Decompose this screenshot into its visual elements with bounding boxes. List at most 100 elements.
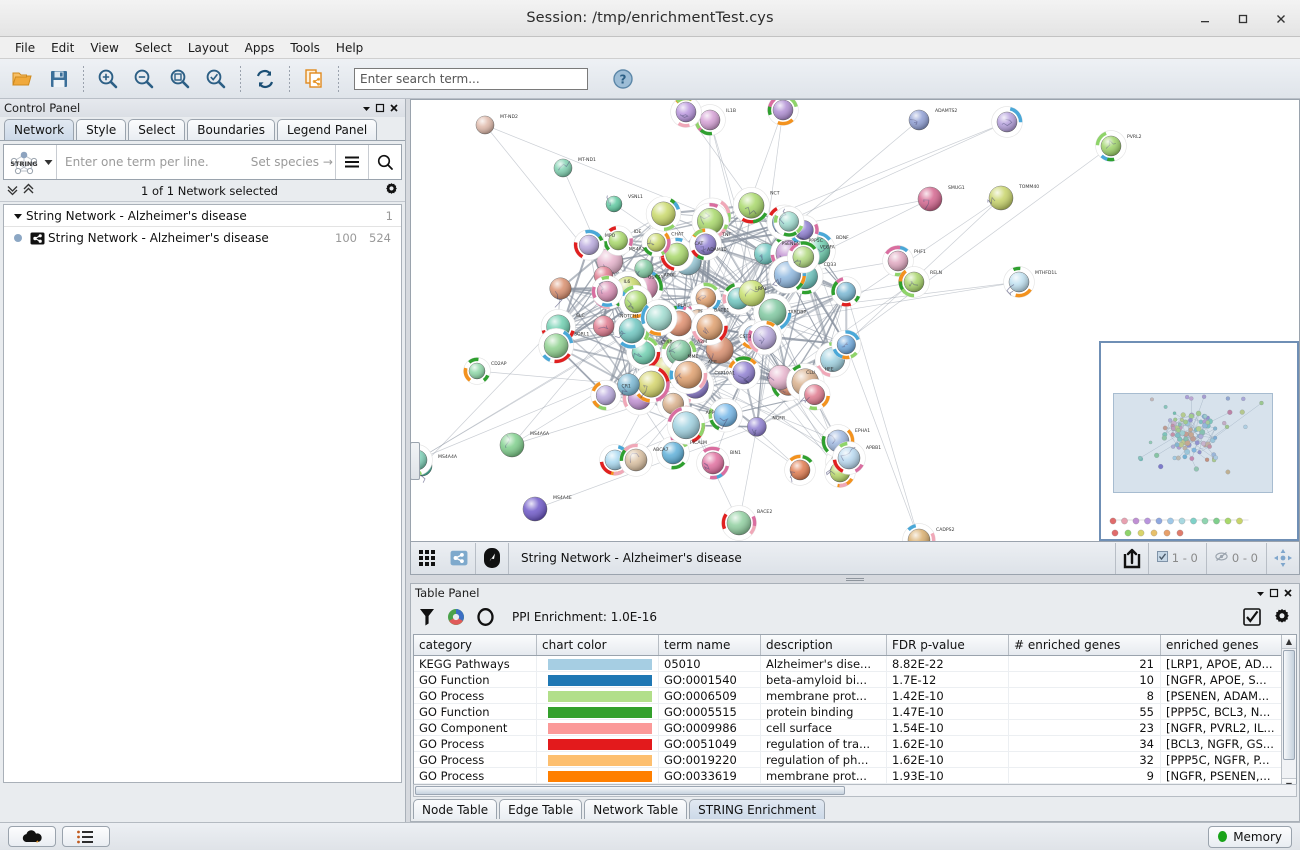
column-header-genes[interactable]: enriched genes (1161, 635, 1283, 655)
panel-close-icon[interactable] (387, 101, 401, 115)
tab-string-enrichment[interactable]: STRING Enrichment (689, 799, 826, 819)
donut-chart-icon[interactable] (477, 608, 494, 626)
tab-style[interactable]: Style (76, 119, 127, 140)
zoom-fit-network-icon[interactable] (199, 62, 233, 96)
tab-network-table[interactable]: Network Table (584, 799, 688, 819)
network-node[interactable] (830, 276, 862, 307)
network-node[interactable] (902, 523, 936, 541)
network-node[interactable] (522, 496, 548, 522)
enrichment-table-body[interactable]: KEGG Pathways 05010 Alzheimer's dise... 8.8… (414, 656, 1296, 792)
network-node[interactable] (659, 237, 695, 272)
menu-apps[interactable]: Apps (244, 40, 275, 55)
network-node[interactable] (689, 228, 722, 261)
network-node[interactable] (645, 196, 682, 232)
help-icon[interactable]: ? (606, 62, 640, 96)
tab-boundaries[interactable]: Boundaries (187, 119, 275, 140)
network-node[interactable] (668, 339, 691, 362)
network-node[interactable] (898, 266, 930, 298)
color-wheel-icon[interactable] (447, 608, 465, 626)
network-node[interactable] (991, 106, 1023, 138)
network-node[interactable] (787, 240, 820, 274)
panel-menu-caret-icon[interactable] (1253, 586, 1267, 600)
network-node[interactable] (669, 355, 708, 395)
network-canvas[interactable]: MT-ND2 MT-ND1 VSNL1 CD2AP MS4A4A MS4A6A MS4A4E… (410, 99, 1300, 542)
search-input[interactable]: Enter search term... (354, 67, 588, 90)
gear-icon[interactable] (1273, 608, 1291, 626)
open-session-icon[interactable] (6, 62, 40, 96)
menu-view[interactable]: View (90, 40, 119, 55)
network-node[interactable] (590, 379, 622, 411)
refresh-icon[interactable] (248, 62, 282, 96)
list-icon[interactable] (62, 826, 110, 847)
network-node[interactable] (475, 115, 495, 135)
tab-legend-panel[interactable]: Legend Panel (276, 119, 378, 140)
network-node[interactable] (832, 441, 866, 475)
network-node[interactable] (549, 277, 572, 308)
minimize-icon[interactable] (1194, 8, 1216, 30)
network-node[interactable] (784, 454, 816, 486)
network-node[interactable] (573, 229, 605, 261)
table-row[interactable]: GO Process GO:0019220 regulation of ph... 1… (414, 752, 1296, 768)
network-node[interactable] (619, 443, 653, 477)
column-header-num_genes[interactable]: # enriched genes (1009, 635, 1161, 655)
annotation-icon[interactable] (476, 543, 508, 574)
network-node[interactable] (738, 279, 766, 307)
menu-help[interactable]: Help (335, 40, 364, 55)
network-node[interactable] (754, 242, 776, 265)
string-species-caret-icon[interactable] (44, 159, 56, 166)
network-node[interactable] (1003, 266, 1035, 298)
tab-edge-table[interactable]: Edge Table (499, 799, 583, 819)
network-tree-root-row[interactable]: String Network - Alzheimer's disease 1 (4, 205, 401, 227)
network-node[interactable] (641, 227, 671, 258)
search-icon[interactable] (368, 145, 401, 179)
birds-eye-view[interactable] (1099, 341, 1299, 541)
network-node[interactable] (691, 308, 729, 346)
maximize-icon[interactable] (1232, 8, 1254, 30)
export-image-icon[interactable] (1116, 543, 1148, 574)
cloud-icon[interactable] (8, 826, 56, 847)
tab-select[interactable]: Select (128, 119, 186, 140)
fit-content-icon[interactable] (1267, 543, 1299, 574)
table-row[interactable]: KEGG Pathways 05010 Alzheimer's dise... 8.8… (414, 656, 1296, 672)
memory-status-button[interactable]: Memory (1208, 825, 1292, 848)
network-node[interactable] (708, 397, 743, 433)
network-node[interactable] (987, 185, 1014, 211)
table-row[interactable]: GO Process GO:0051049 regulation of tra...… (414, 736, 1296, 752)
network-node[interactable] (592, 315, 615, 337)
network-node[interactable] (917, 186, 943, 212)
filter-icon[interactable] (419, 608, 435, 626)
hidden-nodes-status[interactable]: 0 - 0 (1207, 551, 1266, 565)
network-node[interactable] (753, 293, 792, 332)
panel-float-icon[interactable] (1267, 586, 1281, 600)
menu-file[interactable]: File (15, 40, 36, 55)
panel-splitter[interactable] (410, 575, 1300, 583)
network-node[interactable] (553, 158, 573, 178)
expand-triangle-icon[interactable] (10, 211, 26, 221)
menu-tools[interactable]: Tools (290, 40, 320, 55)
column-header-chart_color[interactable]: chart color (537, 635, 659, 655)
network-node[interactable] (747, 320, 782, 355)
network-node[interactable] (726, 355, 761, 390)
network-node[interactable] (634, 259, 654, 279)
network-node[interactable] (670, 100, 702, 128)
network-graph[interactable]: MT-ND2 MT-ND1 VSNL1 CD2AP MS4A4A MS4A6A MS4A4E… (411, 100, 1299, 541)
network-node[interactable] (538, 328, 574, 364)
network-node[interactable] (694, 104, 726, 136)
horizontal-scroll-thumb[interactable] (415, 786, 845, 795)
network-node[interactable] (696, 446, 730, 480)
string-species-hint[interactable]: Set species → (250, 155, 333, 169)
menu-edit[interactable]: Edit (51, 40, 75, 55)
table-horizontal-scrollbar[interactable] (413, 784, 1297, 797)
table-row[interactable]: GO Function GO:0005515 protein binding 1.47… (414, 704, 1296, 720)
hamburger-icon[interactable] (335, 145, 368, 179)
network-node[interactable] (640, 299, 678, 337)
column-header-category[interactable]: category (414, 635, 537, 655)
vertical-scroll-thumb[interactable] (1283, 650, 1295, 760)
save-session-icon[interactable] (42, 62, 76, 96)
checkbox-checked-icon[interactable] (1243, 608, 1261, 626)
enrichment-table[interactable]: category chart color term name description F… (413, 634, 1297, 793)
network-node[interactable] (591, 275, 624, 308)
network-node[interactable] (1095, 130, 1127, 162)
new-network-from-selection-icon[interactable] (297, 62, 331, 96)
panel-close-icon[interactable] (1281, 586, 1295, 600)
